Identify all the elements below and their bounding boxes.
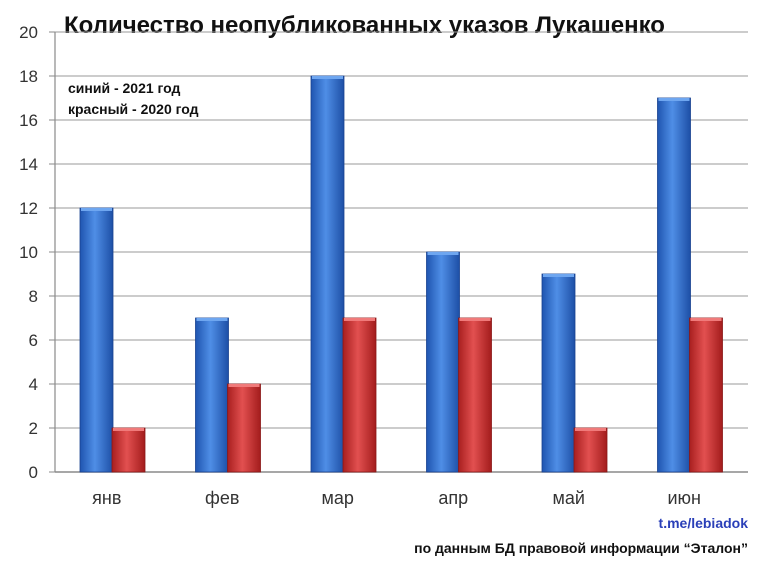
legend-entry-2020: красный - 2020 год xyxy=(68,101,199,117)
y-tick-label: 18 xyxy=(19,67,38,86)
bar-2020 xyxy=(689,317,723,473)
bar-cap xyxy=(344,318,375,321)
gridlines xyxy=(49,31,748,473)
bar-2020 xyxy=(573,427,608,473)
bar-2020 xyxy=(458,317,492,473)
y-tick-label: 2 xyxy=(29,419,38,438)
bar-2021 xyxy=(195,317,229,473)
bars xyxy=(79,75,723,473)
bar-2021 xyxy=(79,207,114,473)
bar-cap xyxy=(459,318,491,321)
bar-cap xyxy=(113,428,144,431)
bar-2020 xyxy=(342,317,377,473)
bar-2020 xyxy=(227,383,261,473)
legend: синий - 2021 год красный - 2020 год xyxy=(68,78,199,120)
legend-entry-2021: синий - 2021 год xyxy=(68,80,181,96)
chart-title: Количество неопубликованных указов Лукаш… xyxy=(64,12,665,39)
x-category-label: мар xyxy=(322,488,354,508)
bar-2021 xyxy=(310,75,345,473)
x-axis-categories: янв фев мар апр май июн xyxy=(92,488,701,508)
y-tick-label: 14 xyxy=(19,155,38,174)
y-tick-label: 6 xyxy=(29,331,38,350)
y-axis-ticks: 0 2 4 6 8 10 12 14 16 18 20 xyxy=(19,23,38,482)
bar-cap xyxy=(228,384,260,387)
x-category-label: фев xyxy=(205,488,239,508)
y-tick-label: 16 xyxy=(19,111,38,130)
bar-2021 xyxy=(657,97,691,473)
y-tick-label: 10 xyxy=(19,243,38,262)
x-category-label: май xyxy=(553,488,585,508)
bar-cap xyxy=(196,318,228,321)
y-tick-label: 20 xyxy=(19,23,38,42)
bar-cap xyxy=(427,252,459,255)
y-tick-label: 4 xyxy=(29,375,38,394)
source-note: по данным БД правовой информации “Эталон… xyxy=(414,540,748,556)
x-category-label: июн xyxy=(668,488,702,508)
y-tick-label: 8 xyxy=(29,287,38,306)
y-tick-label: 0 xyxy=(29,463,38,482)
bar-cap xyxy=(543,274,574,277)
x-category-label: апр xyxy=(438,488,468,508)
bar-2020 xyxy=(111,427,146,473)
bar-2021 xyxy=(541,273,576,473)
bar-cap xyxy=(690,318,722,321)
bar-cap xyxy=(575,428,606,431)
bar-cap xyxy=(81,208,112,211)
bar-cap xyxy=(658,98,690,101)
bar-2021 xyxy=(426,251,460,473)
x-category-label: янв xyxy=(92,488,121,508)
y-tick-label: 12 xyxy=(19,199,38,218)
bar-cap xyxy=(312,76,343,79)
telegram-link[interactable]: t.me/lebiadok xyxy=(658,515,748,531)
